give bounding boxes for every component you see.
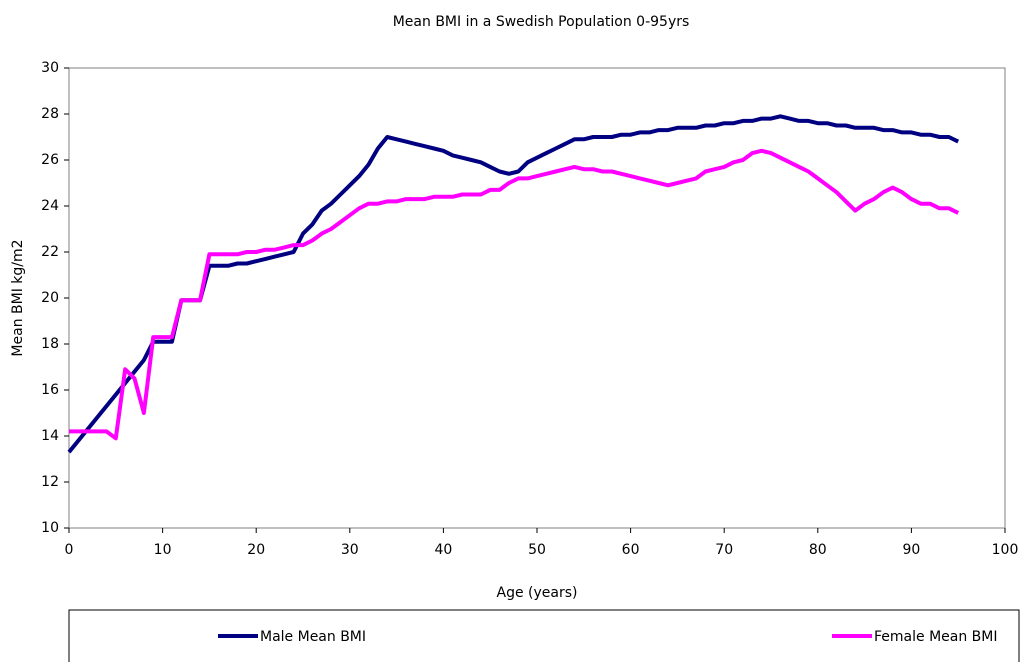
legend <box>68 609 1020 666</box>
x-tick-label: 20 <box>247 542 265 558</box>
y-tick-label: 30 <box>41 60 59 76</box>
y-tick-label: 26 <box>41 152 59 168</box>
y-axis-label: Mean BMI kg/m2 <box>10 239 26 356</box>
y-tick-label: 22 <box>41 244 59 260</box>
series-line <box>67 114 960 454</box>
x-tick-label: 70 <box>715 542 733 558</box>
x-tick-label: 60 <box>622 542 640 558</box>
x-axis-label: Age (years) <box>497 585 578 601</box>
y-tick-label: 20 <box>41 290 59 306</box>
x-tick-label: 80 <box>809 542 827 558</box>
x-tick-label: 50 <box>528 542 546 558</box>
y-tick-label: 10 <box>41 520 59 536</box>
y-tick-label: 18 <box>41 336 59 352</box>
series-line <box>69 148 960 441</box>
x-tick-label: 30 <box>341 542 359 558</box>
y-tick-label: 12 <box>41 474 59 490</box>
x-tick-label: 40 <box>434 542 452 558</box>
x-tick-label: 0 <box>65 542 74 558</box>
legend-label: Male Mean BMI <box>260 629 366 645</box>
plot-area <box>68 67 1006 529</box>
x-tick-label: 10 <box>154 542 172 558</box>
y-tick-label: 24 <box>41 198 59 214</box>
legend-label: Female Mean BMI <box>874 629 997 645</box>
x-tick-label: 100 <box>992 542 1019 558</box>
y-tick-label: 14 <box>41 428 59 444</box>
y-tick-label: 16 <box>41 382 59 398</box>
y-tick-label: 28 <box>41 106 59 122</box>
x-tick-label: 90 <box>902 542 920 558</box>
chart-title: Mean BMI in a Swedish Population 0-95yrs <box>393 14 690 30</box>
